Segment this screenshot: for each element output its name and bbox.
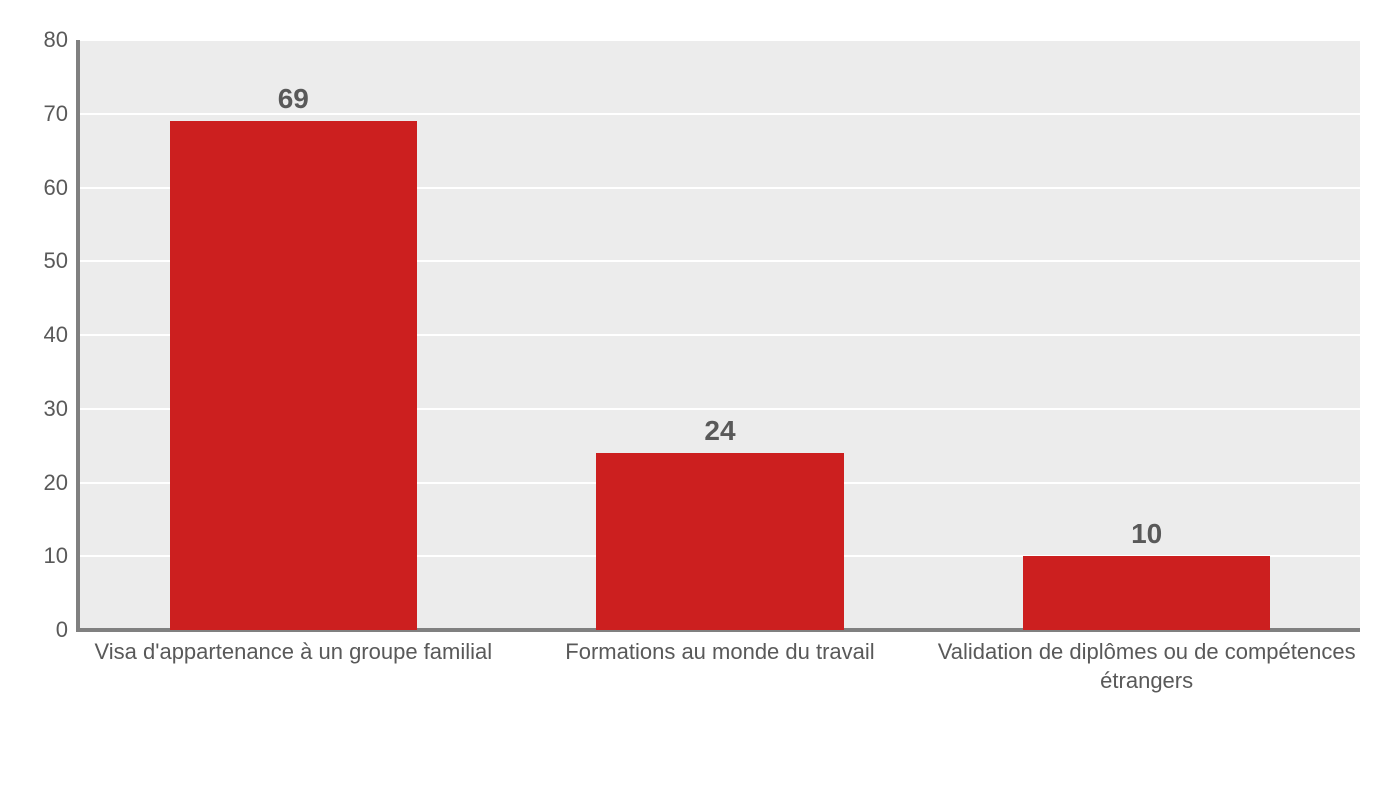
bar-value-label: 69: [170, 83, 417, 115]
y-tick-label: 30: [20, 396, 68, 422]
y-tick-label: 20: [20, 470, 68, 496]
bar: [596, 453, 843, 630]
x-category-label: Validation de diplômes ou de compétences…: [933, 638, 1360, 695]
bars-layer: 69 24 10: [80, 40, 1360, 630]
x-axis-labels: Visa d'appartenance à un groupe familial…: [80, 638, 1360, 758]
bar: [1023, 556, 1270, 630]
y-tick-label: 80: [20, 27, 68, 53]
y-tick-label: 50: [20, 248, 68, 274]
y-tick-label: 0: [20, 617, 68, 643]
bar-value-label: 24: [596, 415, 843, 447]
bar-group: 10: [1023, 40, 1270, 630]
bar-group: 69: [170, 40, 417, 630]
bar-group: 24: [596, 40, 843, 630]
bar-chart: 01020304050607080 692410 Visa d'apparten…: [20, 40, 1380, 760]
bar-value-label: 10: [1023, 518, 1270, 550]
y-tick-label: 10: [20, 543, 68, 569]
x-category-label: Visa d'appartenance à un groupe familial: [80, 638, 507, 667]
bar: [170, 121, 417, 630]
y-tick-label: 60: [20, 175, 68, 201]
x-category-label: Formations au monde du travail: [507, 638, 934, 667]
y-tick-label: 70: [20, 101, 68, 127]
y-tick-label: 40: [20, 322, 68, 348]
